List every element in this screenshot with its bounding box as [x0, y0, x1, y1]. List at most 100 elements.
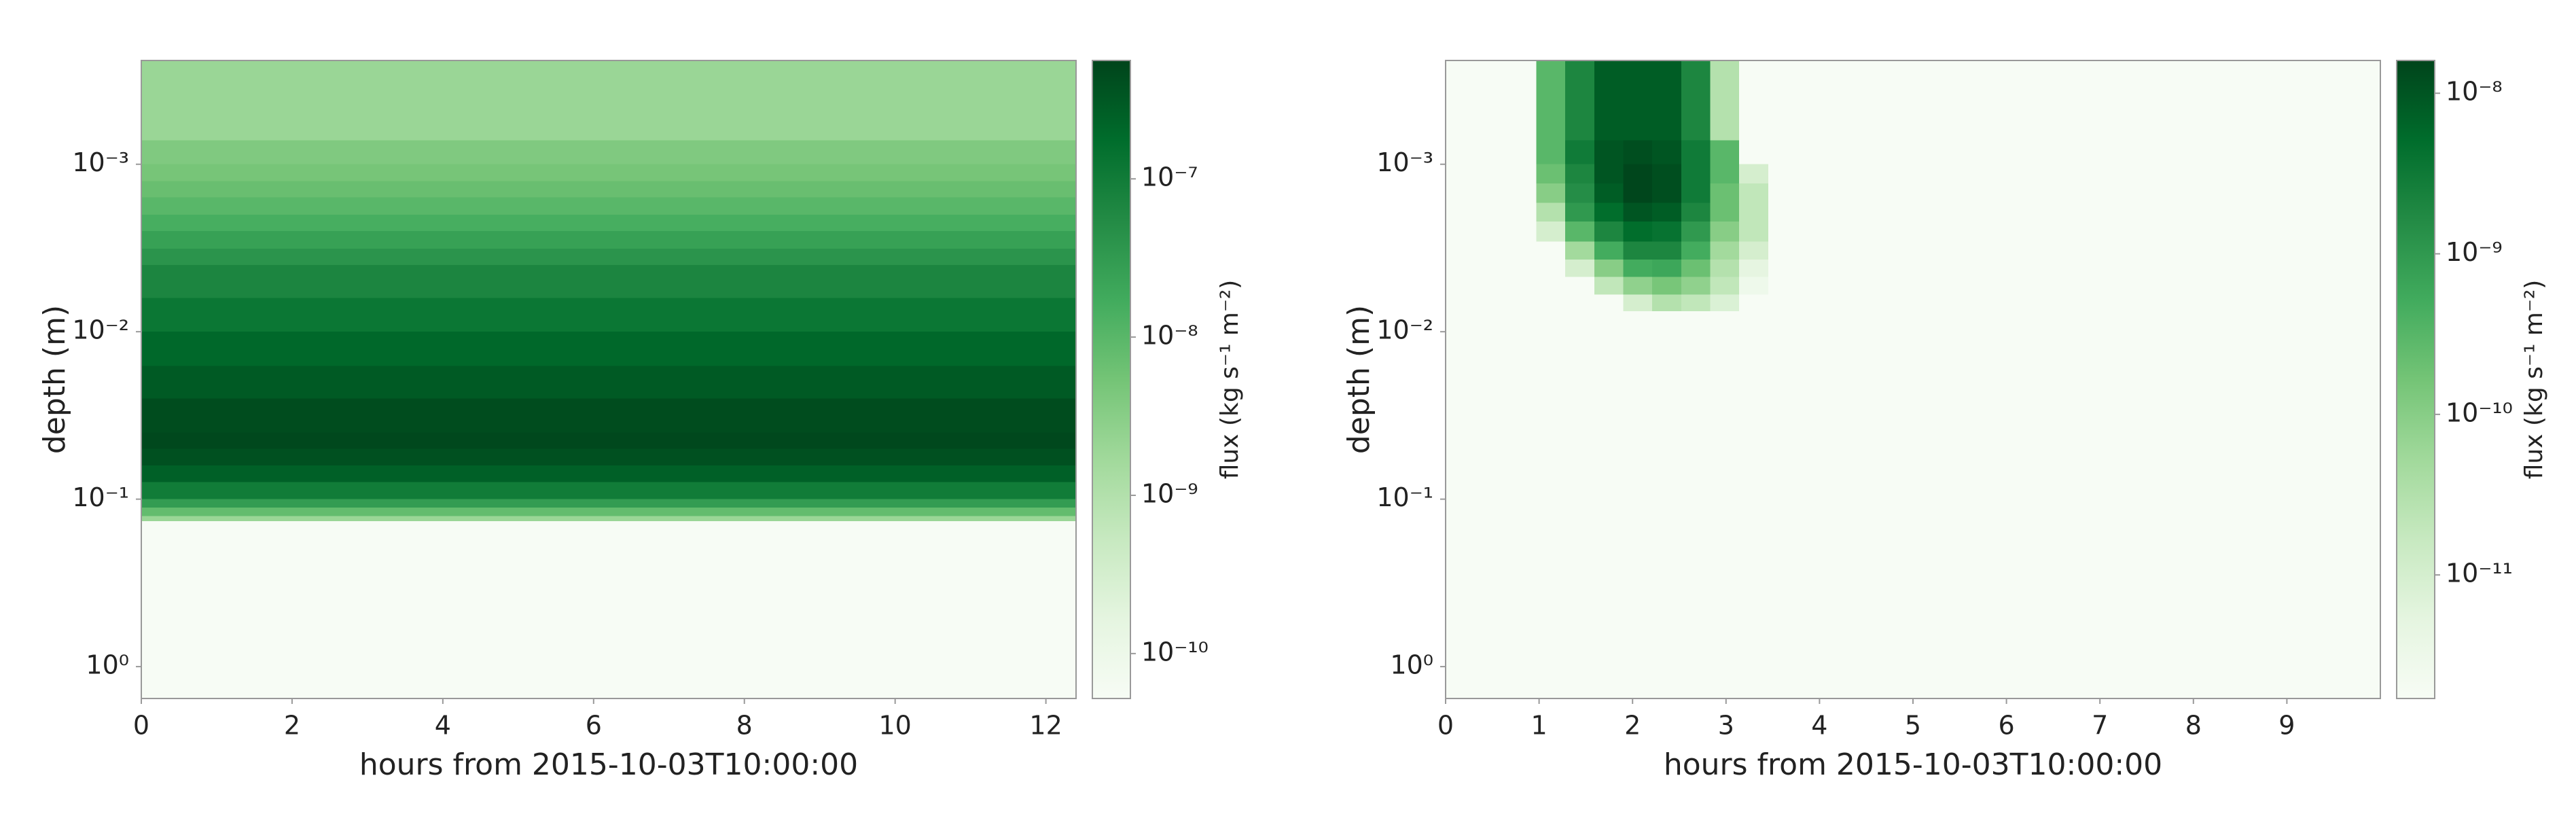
heatmap-cell — [141, 230, 1077, 249]
x-tick-label: 4 — [435, 711, 451, 741]
heatmap-cell — [1594, 164, 1624, 184]
y-tick-label: 10⁻² — [72, 315, 129, 345]
x-axis-label: hours from 2015-10-03T10:00:00 — [1664, 747, 2162, 782]
y-axis-label: depth (m) — [37, 305, 72, 454]
heatmap-cell — [1536, 222, 1566, 243]
heatmap-cell — [141, 448, 1077, 466]
heatmap-cell — [1623, 241, 1653, 260]
heatmap-cell — [1710, 222, 1740, 243]
heatmap-cell — [1739, 140, 1769, 165]
heatmap-cell — [141, 482, 1077, 500]
heatmap-cell — [1623, 294, 1653, 311]
heatmap-cell — [1652, 60, 1682, 141]
heatmap-cell — [141, 398, 1077, 433]
heatmap-cell — [1739, 183, 1769, 204]
y-tick-label: 10⁰ — [86, 650, 129, 680]
heatmap-cell — [141, 499, 1077, 508]
heatmap-cell — [1565, 202, 1595, 222]
heatmap-cell — [1623, 259, 1653, 277]
heatmap-cell — [1536, 140, 1566, 165]
heatmap-cell — [141, 164, 1077, 181]
heatmap-cell — [1594, 60, 1624, 141]
heatmap-cell — [1594, 294, 1624, 311]
heatmap-cell — [1739, 294, 1769, 311]
y-tick-label: 10⁻² — [1376, 315, 1433, 345]
heatmap-cell — [1565, 241, 1595, 260]
heatmap-cell — [1594, 202, 1624, 222]
heatmap-cell — [141, 265, 1077, 299]
heatmap-cell — [1623, 222, 1653, 243]
heatmap-cell — [1739, 164, 1769, 184]
heatmap-cell — [141, 214, 1077, 232]
heatmap-cell — [141, 60, 1077, 141]
heatmap-cell — [1681, 294, 1711, 311]
heatmap-cell — [1652, 164, 1682, 184]
heatmap-cell — [1652, 222, 1682, 243]
heatmap-cell — [1594, 277, 1624, 296]
heatmap-cell — [1681, 60, 1711, 141]
plot-frame — [141, 60, 1077, 699]
heatmap-cell — [1594, 140, 1624, 165]
heatmap-cell — [1739, 202, 1769, 222]
heatmap-cell — [1652, 241, 1682, 260]
heatmap-cell — [141, 465, 1077, 482]
heatmap-cell — [1652, 294, 1682, 311]
heatmap-cell — [141, 516, 1077, 522]
heatmap-cell — [1710, 202, 1740, 222]
colorbar-tick-label: 10⁻⁹ — [1141, 478, 1198, 508]
heatmap-cell — [141, 298, 1077, 332]
x-tick-label: 0 — [133, 711, 149, 741]
colorbar-tick-label: 10⁻¹⁰ — [2446, 397, 2513, 427]
x-tick-label: 2 — [1624, 711, 1641, 741]
heatmap-cell — [1739, 277, 1769, 296]
x-tick-label: 6 — [1999, 711, 2015, 741]
heatmap-cell — [1594, 241, 1624, 260]
x-tick-label: 0 — [1437, 711, 1454, 741]
x-tick-label: 8 — [736, 711, 753, 741]
heatmap-cell — [1681, 202, 1711, 222]
heatmap-cell — [1536, 202, 1566, 222]
heatmap-cell — [1710, 277, 1740, 296]
heatmap-cell — [1681, 183, 1711, 204]
heatmap-cell — [1536, 259, 1566, 277]
panel: 0 2 4 6 8 10 12 10⁻³ 10⁻² 10⁻¹ 10⁰ hours from 2015-… — [37, 60, 1244, 782]
colorbar-tick-label: 10⁻⁸ — [1141, 321, 1198, 351]
y-tick-label: 10⁻¹ — [72, 482, 129, 512]
heatmap-cell — [1565, 277, 1595, 296]
heatmap-cell — [1623, 183, 1653, 204]
x-axis-label: hours from 2015-10-03T10:00:00 — [359, 747, 858, 782]
panel: 0 1 2 3 4 5 6 7 8 9 10⁻³ 10⁻² 10⁻¹ 10⁰ hours from 2015… — [1342, 60, 2548, 782]
heatmap-cell — [1536, 60, 1566, 141]
heatmap-cell — [1623, 60, 1653, 141]
heatmap-cell — [1739, 259, 1769, 277]
x-tick-label: 7 — [2092, 711, 2108, 741]
heatmap-cell — [1652, 202, 1682, 222]
heatmap-cell — [1681, 222, 1711, 243]
x-tick-label: 8 — [2185, 711, 2202, 741]
heatmap-cell — [1681, 259, 1711, 277]
heatmap-cell — [1536, 277, 1566, 296]
heatmap-cell — [1681, 140, 1711, 165]
colorbar-tick-label: 10⁻⁷ — [1141, 162, 1198, 192]
heatmap-cell — [1594, 222, 1624, 243]
heatmap-cell — [1652, 259, 1682, 277]
heatmap-cell — [1739, 222, 1769, 243]
heatmap-cell — [1623, 202, 1653, 222]
heatmap-cell — [1565, 60, 1595, 141]
heatmap-cell — [1565, 164, 1595, 184]
heatmap-cell — [1536, 241, 1566, 260]
heatmap-cell — [141, 366, 1077, 399]
heatmap-cell — [141, 432, 1077, 449]
colorbar-label: flux (kg s⁻¹ m⁻²) — [1216, 280, 1244, 480]
colorbar-tick-label: 10⁻¹¹ — [2446, 559, 2513, 588]
x-tick-label: 2 — [284, 711, 300, 741]
heatmap-cell — [1594, 183, 1624, 204]
heatmap-cell — [1710, 140, 1740, 165]
heatmap-cell — [1710, 164, 1740, 184]
y-tick-label: 10⁰ — [1390, 650, 1433, 680]
heatmap-cell — [1739, 60, 1769, 141]
y-axis-label: depth (m) — [1342, 305, 1376, 454]
x-tick-label: 1 — [1531, 711, 1548, 741]
heatmap-cell — [141, 520, 1077, 699]
heatmap-cell — [1565, 294, 1595, 311]
